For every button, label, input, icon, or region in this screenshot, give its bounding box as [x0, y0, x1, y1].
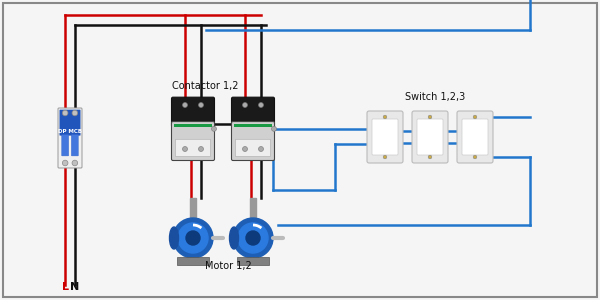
- FancyBboxPatch shape: [172, 122, 215, 160]
- Circle shape: [246, 231, 260, 245]
- Text: N: N: [70, 282, 79, 292]
- Circle shape: [72, 160, 77, 166]
- FancyBboxPatch shape: [71, 135, 79, 156]
- FancyBboxPatch shape: [3, 3, 597, 297]
- Circle shape: [383, 115, 387, 119]
- Circle shape: [233, 218, 273, 258]
- Circle shape: [473, 115, 477, 119]
- Circle shape: [259, 146, 263, 152]
- Circle shape: [178, 223, 208, 253]
- Text: L: L: [62, 282, 68, 292]
- Bar: [250, 198, 256, 218]
- Circle shape: [173, 218, 213, 258]
- FancyBboxPatch shape: [412, 111, 448, 163]
- Circle shape: [242, 146, 248, 152]
- Circle shape: [182, 146, 187, 152]
- FancyBboxPatch shape: [232, 122, 275, 160]
- FancyBboxPatch shape: [237, 257, 269, 265]
- FancyBboxPatch shape: [58, 108, 82, 168]
- Circle shape: [428, 155, 432, 159]
- FancyBboxPatch shape: [59, 110, 80, 136]
- Text: Contactor 1,2: Contactor 1,2: [172, 81, 238, 91]
- Circle shape: [428, 115, 432, 119]
- Ellipse shape: [170, 227, 179, 249]
- Circle shape: [182, 103, 187, 107]
- FancyBboxPatch shape: [232, 97, 275, 127]
- Ellipse shape: [229, 227, 239, 249]
- Bar: [234, 124, 272, 127]
- FancyBboxPatch shape: [177, 257, 209, 265]
- FancyBboxPatch shape: [235, 139, 271, 157]
- Text: Switch 1,2,3: Switch 1,2,3: [405, 92, 465, 102]
- FancyBboxPatch shape: [417, 119, 443, 155]
- Text: Motor 1,2: Motor 1,2: [205, 261, 251, 271]
- FancyBboxPatch shape: [462, 119, 488, 155]
- Circle shape: [199, 146, 203, 152]
- FancyBboxPatch shape: [457, 111, 493, 163]
- FancyBboxPatch shape: [372, 119, 398, 155]
- Circle shape: [383, 155, 387, 159]
- Circle shape: [271, 126, 277, 131]
- Text: DP MCB: DP MCB: [58, 128, 82, 134]
- Circle shape: [72, 110, 77, 116]
- Circle shape: [238, 223, 268, 253]
- Circle shape: [212, 126, 217, 131]
- Circle shape: [62, 110, 68, 116]
- Bar: [190, 198, 196, 218]
- FancyBboxPatch shape: [172, 97, 215, 127]
- Circle shape: [199, 103, 203, 107]
- Circle shape: [62, 160, 68, 166]
- Circle shape: [259, 103, 263, 107]
- Circle shape: [473, 155, 477, 159]
- FancyBboxPatch shape: [176, 139, 211, 157]
- Bar: [174, 124, 212, 127]
- Circle shape: [186, 231, 200, 245]
- Circle shape: [242, 103, 248, 107]
- FancyBboxPatch shape: [62, 135, 68, 156]
- FancyBboxPatch shape: [367, 111, 403, 163]
